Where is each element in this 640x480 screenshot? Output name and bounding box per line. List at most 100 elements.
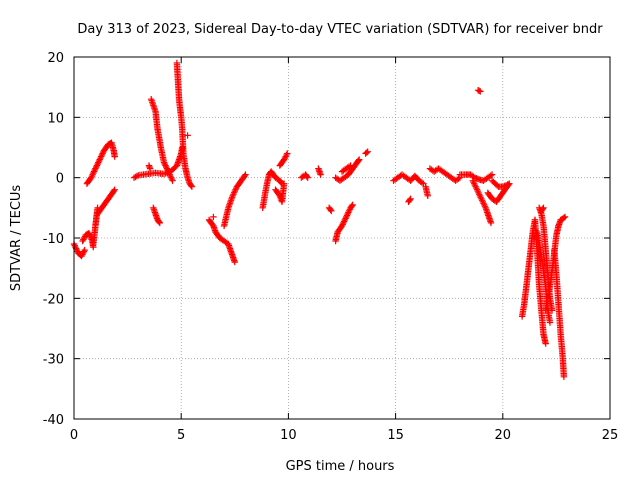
y-axis-label: SDTVAR / TECUs	[9, 185, 24, 292]
data-point	[165, 168, 172, 175]
data-point	[477, 88, 484, 95]
data-point	[476, 191, 483, 198]
data-point	[477, 194, 484, 201]
data-point	[561, 213, 569, 221]
data-point	[210, 213, 217, 221]
data-point	[471, 180, 478, 187]
data-point	[472, 183, 479, 190]
data-point	[168, 176, 176, 183]
data-point	[327, 206, 334, 213]
data-point	[418, 179, 426, 186]
data-points	[70, 59, 569, 380]
data-point	[95, 159, 102, 166]
data-point	[478, 195, 485, 202]
data-point	[406, 196, 414, 203]
chart-title: Day 313 of 2023, Sidereal Day-to-day VTE…	[77, 22, 603, 37]
data-point	[348, 202, 356, 209]
data-point	[480, 200, 487, 207]
data-point	[363, 149, 370, 156]
data-point	[343, 212, 351, 219]
x-tick-label: 0	[70, 428, 78, 443]
data-point	[93, 163, 100, 171]
data-point	[481, 201, 488, 208]
data-point	[339, 221, 346, 228]
data-point	[540, 204, 547, 211]
y-tick-label: 20	[47, 51, 64, 66]
data-point	[81, 246, 88, 254]
data-point	[229, 192, 236, 199]
data-point	[349, 201, 356, 208]
data-point	[407, 195, 414, 202]
data-point	[478, 197, 486, 204]
data-point	[164, 166, 171, 174]
data-point	[241, 172, 248, 180]
data-point	[96, 156, 103, 163]
data-point	[160, 159, 168, 166]
data-point	[188, 183, 196, 190]
data-point	[355, 157, 362, 164]
data-point	[481, 203, 489, 210]
axis-ticks: 0 5 10 15 20 25 -40 -30 -20 -10 0 10 20	[43, 51, 619, 443]
data-point	[90, 168, 98, 175]
data-point	[340, 219, 347, 227]
data-point	[162, 162, 169, 169]
data-point	[488, 171, 496, 178]
data-point	[155, 218, 163, 226]
data-point	[343, 213, 350, 221]
data-point	[340, 218, 348, 225]
data-point	[163, 163, 170, 171]
data-point	[184, 132, 191, 139]
x-tick-label: 10	[280, 428, 297, 443]
data-point	[93, 162, 101, 169]
data-point	[560, 373, 568, 380]
data-point	[328, 207, 335, 215]
data-point	[556, 219, 563, 227]
data-point	[341, 216, 349, 224]
x-tick-label: 5	[177, 428, 185, 443]
data-point	[111, 186, 118, 193]
data-point	[80, 248, 88, 255]
data-point	[542, 340, 549, 347]
data-point	[91, 166, 98, 174]
data-point	[546, 319, 554, 326]
data-point	[167, 173, 174, 180]
data-point	[344, 210, 351, 218]
data-point	[231, 188, 238, 195]
x-axis-label: GPS time / hours	[286, 459, 395, 474]
data-point	[469, 177, 476, 184]
data-point	[163, 165, 171, 172]
data-point	[455, 175, 462, 182]
data-point	[230, 189, 238, 196]
x-tick-label: 20	[495, 428, 512, 443]
data-point	[479, 198, 486, 205]
data-point	[99, 150, 106, 157]
data-point	[242, 171, 249, 178]
y-tick-label: -10	[43, 232, 64, 247]
data-point	[111, 153, 118, 160]
data-point	[345, 163, 353, 170]
data-point	[169, 177, 176, 184]
data-point	[73, 246, 81, 254]
data-point	[283, 151, 290, 159]
data-point	[487, 219, 495, 227]
data-point	[146, 165, 154, 172]
x-tick-label: 25	[602, 428, 619, 443]
data-point	[88, 173, 96, 180]
data-point	[560, 214, 568, 221]
data-point	[470, 179, 477, 186]
data-point	[88, 174, 95, 181]
data-point	[548, 307, 556, 314]
data-point	[231, 258, 238, 266]
data-point	[342, 215, 349, 222]
data-point	[487, 172, 494, 179]
data-point	[188, 182, 195, 189]
data-point	[110, 187, 118, 195]
data-point	[280, 180, 288, 187]
y-tick-label: -20	[43, 292, 64, 307]
data-point	[475, 189, 482, 196]
data-point	[72, 243, 79, 251]
y-tick-label: 10	[47, 111, 64, 126]
data-point	[284, 150, 291, 157]
data-point	[506, 180, 513, 187]
data-point	[476, 192, 484, 199]
